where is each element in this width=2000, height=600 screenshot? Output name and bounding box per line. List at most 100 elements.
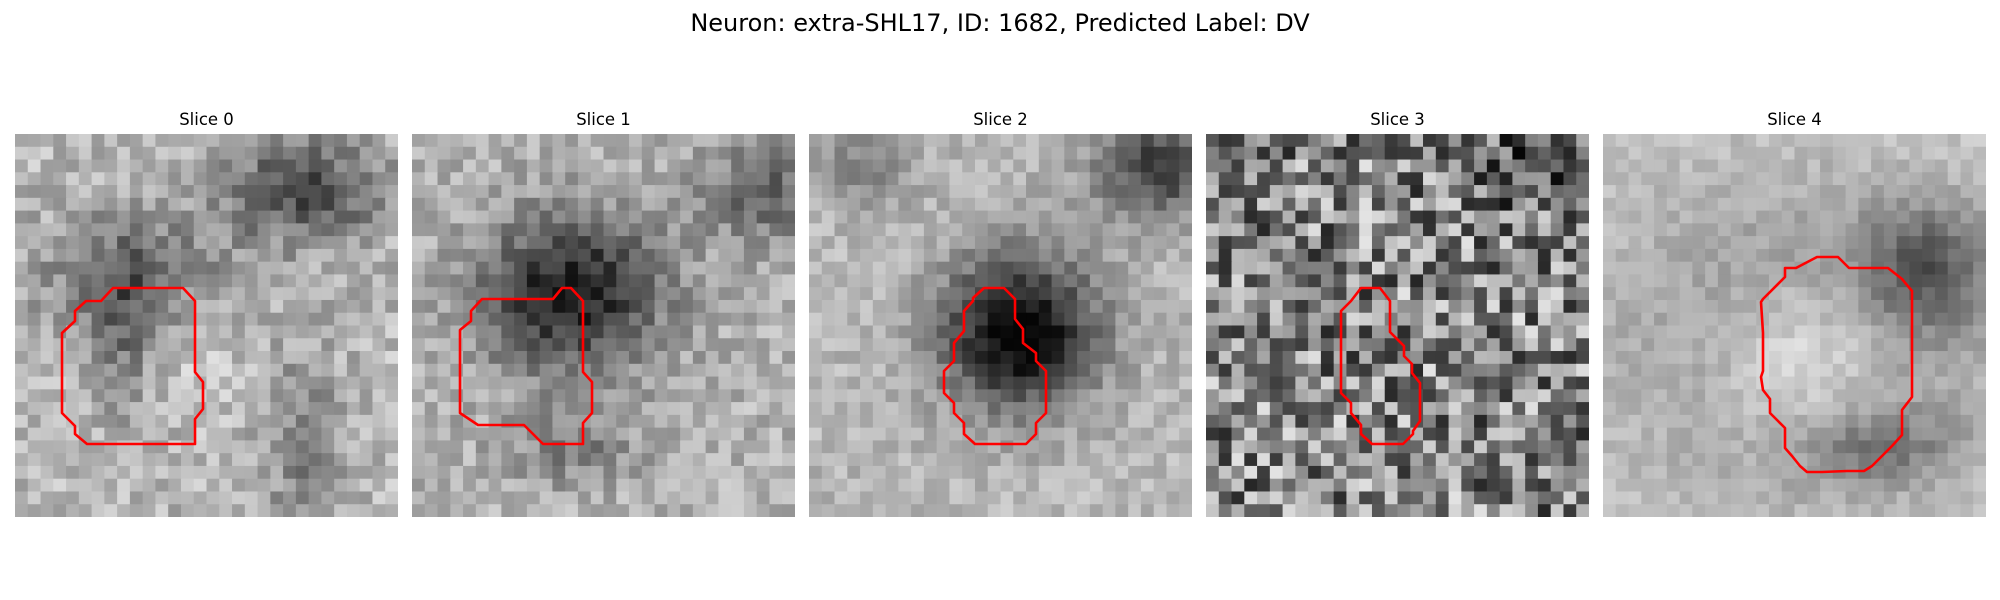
pixel xyxy=(1525,248,1539,263)
pixel xyxy=(104,210,118,224)
pixel xyxy=(1679,261,1693,276)
pixel xyxy=(1013,376,1027,390)
pixel xyxy=(142,248,157,263)
pixel xyxy=(385,504,398,517)
pixel xyxy=(1397,134,1411,148)
pixel xyxy=(1089,402,1104,416)
pixel xyxy=(1960,223,1974,237)
pixel xyxy=(718,223,732,237)
pixel xyxy=(718,185,732,199)
pixel xyxy=(1102,236,1116,250)
pixel xyxy=(1576,491,1589,505)
pixel xyxy=(78,478,93,493)
pixel xyxy=(667,236,681,250)
pixel xyxy=(809,465,823,480)
pixel xyxy=(1525,389,1539,403)
pixel xyxy=(40,504,54,517)
pixel xyxy=(180,453,195,467)
pixel xyxy=(501,491,515,505)
pixel xyxy=(692,159,707,173)
pixel xyxy=(475,338,490,352)
pixel xyxy=(168,312,182,327)
pixel xyxy=(1512,134,1526,148)
pixel xyxy=(514,478,528,493)
pixel xyxy=(974,363,989,378)
pixel xyxy=(1397,236,1411,250)
pixel xyxy=(885,376,899,390)
slice-label: Slice 0 xyxy=(179,110,234,129)
slice-panel-4: Slice 4 xyxy=(1603,110,1986,517)
pixel xyxy=(974,261,989,276)
pixel xyxy=(1486,274,1501,288)
pixel xyxy=(603,236,617,250)
pixel xyxy=(898,427,912,441)
pixel xyxy=(372,351,386,365)
pixel xyxy=(1563,402,1577,416)
pixel xyxy=(501,389,515,403)
slice-image-1 xyxy=(412,134,795,517)
pixel xyxy=(1461,159,1475,173)
pixel xyxy=(1550,299,1565,314)
pixel xyxy=(616,223,630,237)
pixel xyxy=(1615,197,1630,212)
pixel xyxy=(385,427,398,441)
pixel xyxy=(1257,172,1271,186)
pixel xyxy=(782,236,795,250)
pixel xyxy=(1807,376,1821,390)
pixel xyxy=(1654,287,1668,301)
pixel xyxy=(104,504,118,517)
pixel xyxy=(1563,491,1577,505)
pixel xyxy=(155,402,169,416)
pixel xyxy=(1820,146,1834,161)
pixel xyxy=(1295,299,1309,314)
pixel xyxy=(1922,465,1936,480)
pixel xyxy=(437,427,451,441)
pixel xyxy=(1153,402,1168,416)
pixel xyxy=(1269,210,1284,224)
pixel xyxy=(1179,427,1192,441)
pixel xyxy=(283,248,297,263)
pixel xyxy=(1384,491,1399,505)
pixel xyxy=(1051,197,1065,212)
pixel xyxy=(1845,389,1859,403)
pixel xyxy=(40,465,54,480)
pixel xyxy=(923,146,938,161)
pixel xyxy=(1206,478,1220,493)
pixel xyxy=(1371,274,1386,288)
pixel xyxy=(1615,134,1630,148)
pixel xyxy=(193,261,208,276)
pixel xyxy=(321,363,335,378)
pixel xyxy=(117,363,131,378)
pixel xyxy=(1537,134,1552,148)
pixel xyxy=(463,248,477,263)
pixel xyxy=(372,453,386,467)
pixel xyxy=(206,248,220,263)
pixel xyxy=(488,236,502,250)
pixel xyxy=(1768,402,1783,416)
pixel xyxy=(1654,338,1668,352)
pixel xyxy=(91,274,105,288)
pixel xyxy=(1845,134,1859,148)
pixel xyxy=(1499,185,1513,199)
pixel xyxy=(219,504,233,517)
pixel xyxy=(91,453,105,467)
pixel xyxy=(117,351,131,365)
pixel xyxy=(1102,440,1116,454)
pixel xyxy=(1603,478,1617,493)
pixel xyxy=(168,465,182,480)
pixel xyxy=(1153,287,1168,301)
pixel xyxy=(949,299,963,314)
pixel xyxy=(475,363,490,378)
pixel xyxy=(1206,491,1220,505)
pixel xyxy=(475,185,490,199)
pixel xyxy=(1973,134,1986,148)
pixel xyxy=(565,338,579,352)
pixel xyxy=(424,402,439,416)
pixel xyxy=(424,274,439,288)
pixel xyxy=(1320,363,1335,378)
pixel xyxy=(437,440,451,454)
pixel xyxy=(1947,402,1962,416)
pixel xyxy=(743,338,758,352)
pixel xyxy=(129,491,144,505)
pixel xyxy=(475,402,490,416)
